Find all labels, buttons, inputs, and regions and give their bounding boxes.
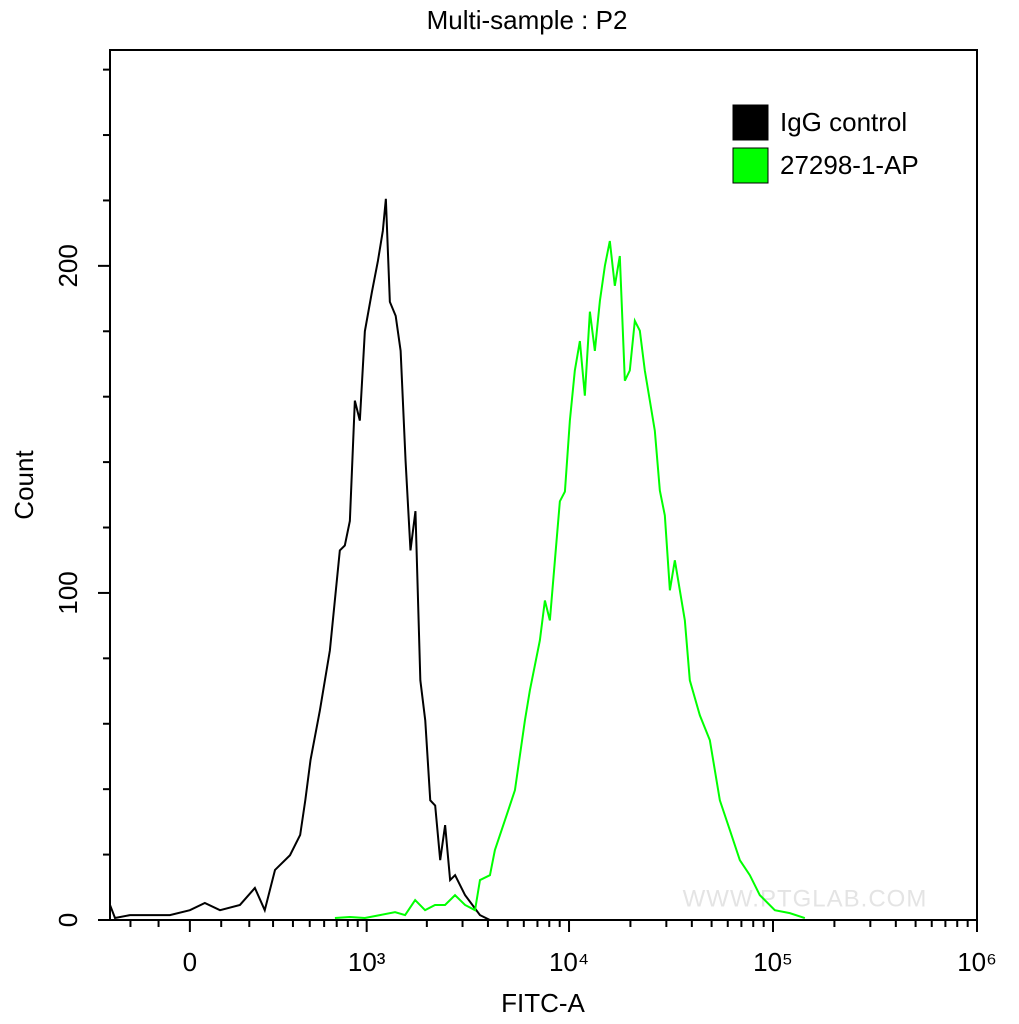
y-axis-label: Count <box>9 450 39 520</box>
legend-swatch <box>732 104 769 141</box>
y-tick-label: 200 <box>53 244 83 287</box>
legend-swatch <box>732 147 769 184</box>
x-tick-label: 10⁵ <box>753 947 793 977</box>
series-line <box>334 240 806 920</box>
y-tick-label: 100 <box>53 571 83 614</box>
series-line <box>109 198 500 921</box>
chart-title: Multi-sample : P2 <box>427 5 628 35</box>
legend-label: 27298-1-AP <box>780 150 919 180</box>
x-axis-label: FITC-A <box>501 988 585 1018</box>
x-tick-label: 10³ <box>348 947 386 977</box>
x-tick-label: 10⁶ <box>957 947 997 977</box>
x-tick-label: 10⁴ <box>549 947 589 977</box>
x-tick-label: 0 <box>183 947 197 977</box>
legend-label: IgG control <box>780 107 907 137</box>
y-tick-label: 0 <box>53 913 83 927</box>
watermark: WWW.PTGLAB.COM <box>683 885 928 912</box>
plot-frame <box>109 49 978 921</box>
